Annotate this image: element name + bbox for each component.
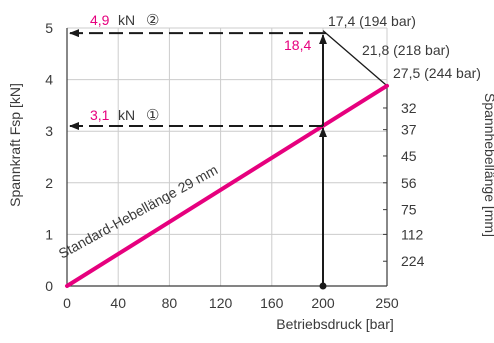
y-tick-label-3: 3 — [45, 123, 53, 139]
series-line-standard — [65, 83, 389, 288]
x-tick-label-0: 0 — [63, 295, 71, 311]
y-axis-label: Spannkraft Fsp [kN] — [7, 83, 23, 207]
annotations — [69, 29, 327, 290]
lever-value: 18,4 — [284, 37, 311, 53]
y-tick-label-5: 5 — [45, 20, 53, 36]
series-layer — [65, 83, 389, 288]
right-tick-label-5: 112 — [401, 226, 424, 242]
x-tick-label-6: 250 — [375, 295, 399, 311]
x-tick-label-3: 120 — [209, 295, 233, 311]
x-tick-label-1: 40 — [110, 295, 126, 311]
arrow2-unit: kN — [118, 12, 135, 28]
y-tick-label-1: 1 — [45, 226, 53, 242]
limit-point-1-label: 17,4 (194 bar) — [328, 13, 416, 29]
limit-mid-label: 21,8 (218 bar) — [362, 42, 450, 58]
right-tick-label-6: 224 — [401, 253, 425, 269]
limit-point-2-label: 27,5 (244 bar) — [393, 65, 481, 81]
arrow2-marker: ② — [146, 12, 159, 29]
arrow1-value: 3,1 — [90, 107, 110, 123]
right-axis-label: Spannhebellänge [mm] — [482, 93, 494, 237]
right-tick-label-0: 32 — [401, 100, 417, 116]
x-tick-label-4: 160 — [260, 295, 284, 311]
y-tick-label-4: 4 — [45, 72, 53, 88]
limit-curve-line — [322, 30, 388, 87]
axes — [66, 28, 388, 287]
grid — [67, 27, 388, 286]
right-tick-label-3: 56 — [401, 175, 417, 191]
x-tick-label-2: 80 — [162, 295, 178, 311]
x-tick-label-5: 200 — [311, 295, 335, 311]
y-tick-label-2: 2 — [45, 175, 53, 191]
series-label: Standard-Hebellänge 29 mm — [56, 161, 221, 261]
arrow1-marker: ① — [146, 107, 159, 124]
x-axis-label: Betriebsdruck [bar] — [276, 316, 394, 332]
arrow2-value: 4,9 — [90, 12, 110, 28]
arrow1-unit: kN — [118, 107, 135, 123]
y-tick-label-0: 0 — [45, 278, 53, 294]
right-tick-label-1: 37 — [401, 122, 417, 138]
limit-curve — [322, 30, 388, 87]
right-tick-label-2: 45 — [401, 148, 417, 164]
vertical-arrow-start-dot — [319, 282, 327, 290]
right-tick-label-4: 75 — [401, 202, 417, 218]
